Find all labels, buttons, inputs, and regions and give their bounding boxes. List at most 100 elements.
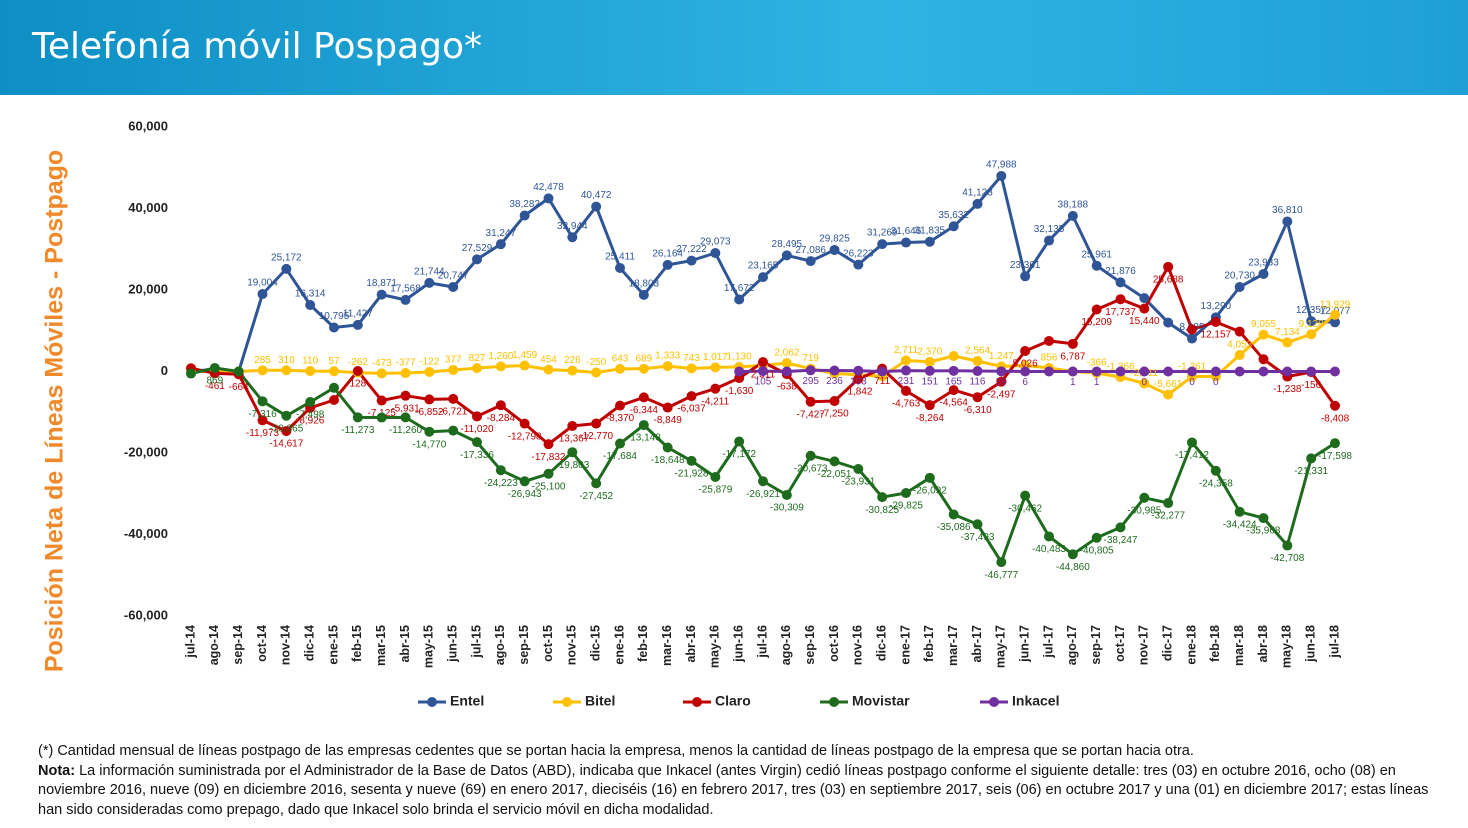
data-label: 231 bbox=[898, 376, 915, 387]
data-label: 27,086 bbox=[795, 245, 826, 256]
data-label: -26,943 bbox=[508, 489, 542, 500]
data-point bbox=[877, 239, 888, 250]
data-label: 15,440 bbox=[1129, 316, 1160, 327]
data-label: -37,493 bbox=[961, 532, 995, 543]
data-label: -32,277 bbox=[1151, 511, 1185, 522]
data-point bbox=[376, 395, 387, 406]
data-label: -30,985 bbox=[1127, 505, 1161, 516]
data-point bbox=[1044, 366, 1054, 377]
data-point bbox=[972, 356, 983, 367]
data-point bbox=[805, 256, 816, 267]
x-tick-label: abr-18 bbox=[1256, 625, 1270, 663]
data-point bbox=[1044, 531, 1054, 542]
data-point bbox=[710, 471, 721, 482]
data-point bbox=[877, 492, 888, 503]
data-point bbox=[829, 365, 840, 376]
data-point bbox=[1044, 235, 1054, 246]
data-label: 13,290 bbox=[1201, 301, 1232, 312]
data-point bbox=[615, 262, 625, 273]
data-point bbox=[1330, 309, 1340, 320]
data-label: 116 bbox=[970, 377, 986, 388]
data-label: 2,564 bbox=[965, 346, 990, 357]
note-text: La información suministrada por el Admin… bbox=[38, 762, 1429, 818]
data-point bbox=[972, 198, 983, 209]
data-point bbox=[1306, 453, 1317, 464]
data-point bbox=[186, 368, 196, 379]
data-label: 23,165 bbox=[748, 261, 779, 272]
data-point bbox=[1234, 282, 1245, 293]
data-label: -1,842 bbox=[844, 387, 873, 398]
data-point bbox=[400, 390, 411, 401]
data-label: -17,832 bbox=[532, 452, 566, 463]
x-tick-label: feb-16 bbox=[636, 625, 650, 662]
data-label: -46,777 bbox=[984, 570, 1018, 581]
data-point bbox=[1258, 366, 1269, 377]
data-point bbox=[877, 366, 888, 377]
data-label: 6 bbox=[1022, 377, 1028, 388]
data-label: 0 bbox=[1189, 377, 1195, 388]
data-point bbox=[448, 425, 459, 436]
data-point bbox=[805, 450, 816, 461]
data-point bbox=[543, 193, 554, 204]
data-point bbox=[519, 360, 530, 371]
data-label: -13,148 bbox=[627, 433, 661, 444]
footnotes: (*) Cantidad mensual de líneas postpago … bbox=[38, 742, 1438, 820]
data-point bbox=[1020, 490, 1031, 501]
data-point bbox=[1330, 400, 1340, 411]
header: Telefonía móvil Pospago* bbox=[0, 0, 1468, 95]
data-label: -6,721 bbox=[439, 407, 468, 418]
data-label: 719 bbox=[802, 353, 819, 364]
data-point bbox=[1187, 333, 1197, 344]
data-label: -24,223 bbox=[484, 478, 518, 489]
data-point bbox=[257, 415, 268, 426]
data-label: 12,357 bbox=[1296, 305, 1327, 316]
data-point bbox=[1306, 316, 1317, 327]
data-point bbox=[1210, 316, 1221, 327]
data-point bbox=[996, 376, 1007, 387]
data-point bbox=[1282, 337, 1293, 348]
data-point bbox=[1258, 268, 1269, 279]
chart: Posición Neta de Líneas Móviles - Postpa… bbox=[41, 118, 1353, 709]
data-label: 25,172 bbox=[271, 253, 302, 264]
data-label: -40,483 bbox=[1032, 544, 1066, 555]
data-point bbox=[686, 255, 697, 266]
data-label: 17,737 bbox=[1105, 307, 1136, 318]
data-label: 35,632 bbox=[938, 210, 969, 221]
data-point bbox=[424, 426, 435, 437]
data-point bbox=[233, 366, 244, 377]
legend-label: Entel bbox=[450, 693, 484, 709]
data-point bbox=[1330, 366, 1340, 377]
data-point bbox=[710, 248, 721, 259]
data-label: 16,314 bbox=[295, 289, 326, 300]
data-point bbox=[972, 366, 983, 377]
x-tick-label: dic-14 bbox=[302, 625, 316, 661]
data-label: 856 bbox=[1041, 353, 1058, 364]
y-axis-label: Posición Neta de Líneas Móviles - Postpa… bbox=[41, 150, 69, 672]
data-label: 2,062 bbox=[774, 348, 799, 359]
data-point bbox=[853, 464, 864, 475]
x-tick-label: ago-14 bbox=[207, 625, 221, 665]
data-point bbox=[1067, 338, 1078, 349]
data-label: -8,370 bbox=[606, 413, 635, 424]
data-label: -27,452 bbox=[579, 491, 613, 502]
data-point bbox=[1258, 354, 1269, 365]
data-point bbox=[615, 438, 625, 449]
data-label: 1,247 bbox=[989, 351, 1014, 362]
x-tick-label: abr-16 bbox=[684, 625, 698, 663]
series-line bbox=[190, 366, 1336, 564]
data-point bbox=[638, 363, 649, 374]
data-label: 643 bbox=[612, 354, 629, 365]
data-label: 31,269 bbox=[867, 228, 898, 239]
data-point bbox=[1091, 304, 1102, 315]
data-point bbox=[758, 272, 768, 283]
legend-label: Movistar bbox=[852, 693, 910, 709]
data-label: 38,282 bbox=[509, 199, 540, 210]
data-point bbox=[781, 490, 792, 501]
data-label: -26,921 bbox=[746, 489, 780, 500]
data-point bbox=[1020, 346, 1031, 357]
data-point bbox=[734, 366, 745, 377]
data-point bbox=[591, 367, 602, 378]
data-point bbox=[1187, 437, 1197, 448]
data-label: -4,564 bbox=[939, 398, 968, 409]
data-label: 9,128 bbox=[1299, 319, 1324, 330]
